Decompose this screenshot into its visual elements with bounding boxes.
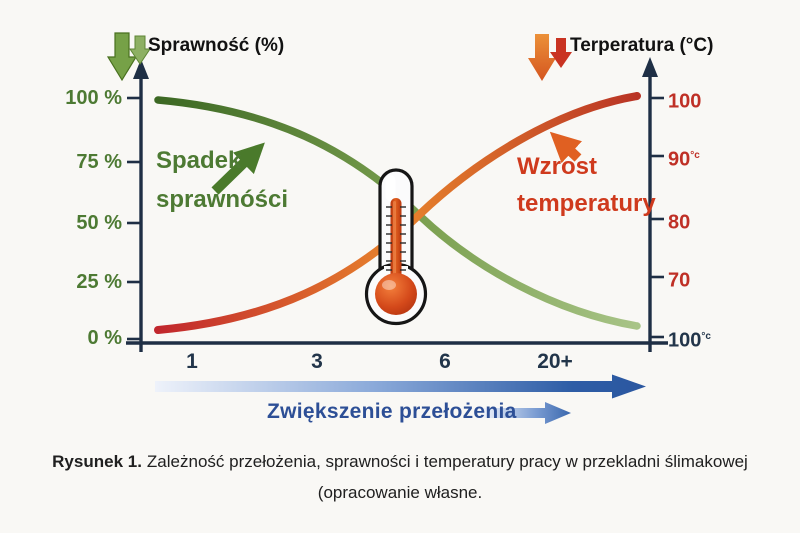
gear-ratio-increase-label: Zwiększenie przełożenia	[267, 400, 517, 423]
down-arrow-small-red-icon	[550, 38, 572, 68]
left-axis-tick-100: 100 %	[65, 87, 122, 109]
annotation-arrow-green-icon	[211, 142, 265, 195]
x-axis-tick-6: 6	[439, 350, 451, 373]
temperature-curve	[154, 92, 641, 334]
left-axis-tick-25: 25 %	[76, 271, 122, 293]
efficiency-drop-label-line2: sprawnóści	[156, 186, 289, 213]
figure-caption-line1: Rysunek 1. Zależność przełożenia, sprawno…	[0, 452, 800, 472]
right-axis-tick-70: 70	[668, 269, 691, 292]
x-axis-tick-20plus: 20+	[537, 350, 573, 373]
efficiency-drop-label-line1: Spadek	[156, 147, 242, 174]
up-axis-arrow-right-icon	[642, 57, 658, 77]
temperature-rise-label-line1: Wzrost	[517, 153, 597, 180]
legend-temperature-label: Terperatura (°C)	[570, 35, 714, 56]
left-axis-tick-0: 0 %	[87, 327, 122, 349]
annotation-arrow-orange-icon	[549, 131, 583, 164]
temperature-rise-label-line2: temperatury	[517, 190, 656, 217]
down-arrow-large-green-icon	[106, 32, 138, 82]
thermometer-icon	[364, 168, 428, 326]
figure-caption-prefix: Rysunek 1.	[52, 452, 142, 471]
axes	[126, 75, 668, 352]
legend-efficiency-label: Sprawność (%)	[148, 35, 285, 56]
right-axis-tick-80: 80	[668, 211, 691, 234]
left-axis-tick-75: 75 %	[76, 151, 122, 173]
figure-caption-line2: (opracowanie własne.	[317, 483, 483, 502]
figure-caption-text: Zależność przełożenia, sprawności i temp…	[146, 452, 748, 471]
x-axis-tick-3: 3	[311, 350, 323, 373]
down-arrow-large-orange-icon	[528, 34, 556, 81]
right-axis-tick-100-bottom: 100°c	[668, 329, 711, 352]
gear-ratio-arrow-small-blue-icon	[484, 402, 571, 424]
right-axis-tick-90: 90°c	[668, 148, 700, 171]
x-axis-tick-1: 1	[186, 350, 198, 373]
up-axis-arrow-left-icon	[133, 59, 149, 79]
left-axis-tick-50: 50 %	[76, 212, 122, 234]
down-arrow-small-green-icon	[129, 35, 151, 65]
right-axis-tick-100-top: 100	[668, 90, 702, 113]
gear-ratio-arrow-large-blue-icon	[155, 374, 646, 399]
